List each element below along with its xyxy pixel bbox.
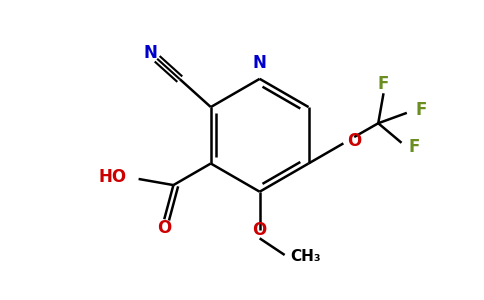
- Text: N: N: [253, 55, 267, 73]
- Text: N: N: [144, 44, 158, 62]
- Text: F: F: [378, 76, 389, 94]
- Text: HO: HO: [98, 169, 126, 187]
- Text: O: O: [157, 219, 171, 237]
- Text: CH₃: CH₃: [290, 249, 321, 264]
- Text: F: F: [416, 101, 427, 119]
- Text: O: O: [348, 132, 362, 150]
- Text: O: O: [253, 221, 267, 239]
- Text: F: F: [409, 138, 420, 156]
